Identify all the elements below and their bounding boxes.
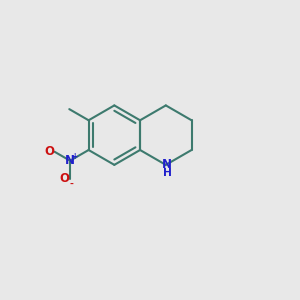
Text: +: +: [71, 152, 77, 161]
Text: -: -: [70, 179, 74, 188]
Text: O: O: [60, 172, 70, 185]
Text: H: H: [163, 168, 172, 178]
Text: O: O: [44, 145, 54, 158]
Text: N: N: [65, 154, 75, 167]
Text: N: N: [162, 158, 172, 171]
